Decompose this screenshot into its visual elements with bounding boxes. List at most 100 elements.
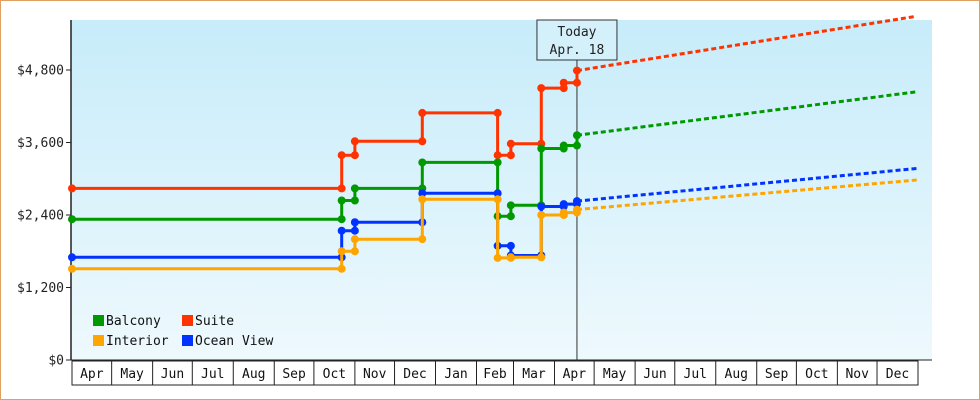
month-label: Mar bbox=[522, 367, 546, 382]
data-point bbox=[506, 253, 515, 262]
data-point bbox=[337, 264, 346, 273]
legend-swatch bbox=[93, 315, 104, 326]
series-layer bbox=[68, 14, 917, 273]
data-point bbox=[493, 151, 502, 160]
data-point bbox=[350, 137, 359, 146]
data-point bbox=[350, 218, 359, 227]
projection-line-interior bbox=[576, 178, 917, 212]
projection-line-balcony bbox=[576, 90, 917, 137]
data-point bbox=[68, 264, 76, 273]
y-tick-label: $4,800 bbox=[17, 64, 64, 79]
month-label: Apr bbox=[80, 367, 104, 382]
month-label: Jul bbox=[201, 367, 224, 382]
legend-swatch bbox=[182, 315, 193, 326]
month-label: May bbox=[120, 367, 144, 382]
data-point bbox=[572, 141, 581, 150]
data-point bbox=[337, 196, 346, 205]
data-point bbox=[418, 189, 427, 198]
data-point bbox=[418, 235, 427, 244]
month-label: Feb bbox=[483, 367, 507, 382]
data-point bbox=[350, 184, 359, 193]
data-point bbox=[350, 196, 359, 205]
y-tick-label: $3,600 bbox=[17, 136, 64, 151]
data-point bbox=[559, 141, 568, 150]
month-label: Apr bbox=[563, 367, 587, 382]
data-point bbox=[572, 205, 581, 214]
data-point bbox=[537, 211, 546, 219]
y-tick-label: $2,400 bbox=[17, 209, 64, 224]
legend-label: Interior bbox=[106, 334, 169, 349]
month-label: Sep bbox=[282, 367, 306, 382]
data-point bbox=[493, 158, 502, 167]
month-label: Oct bbox=[805, 367, 828, 382]
data-point bbox=[350, 247, 359, 256]
data-point bbox=[418, 108, 427, 117]
data-point bbox=[572, 78, 581, 87]
data-point bbox=[350, 226, 359, 235]
projection-line-suite bbox=[576, 14, 917, 73]
data-point bbox=[337, 215, 346, 224]
data-point bbox=[68, 215, 76, 224]
data-point bbox=[493, 189, 502, 198]
data-point bbox=[337, 184, 346, 193]
data-point bbox=[506, 151, 515, 160]
month-label: Jul bbox=[684, 367, 707, 382]
series-interior bbox=[68, 178, 917, 273]
data-point bbox=[537, 202, 546, 211]
month-label: Dec bbox=[886, 367, 909, 382]
data-point bbox=[418, 195, 427, 204]
data-point bbox=[350, 151, 359, 160]
data-point bbox=[68, 184, 76, 193]
data-point bbox=[537, 84, 546, 93]
data-point bbox=[418, 137, 427, 146]
data-point bbox=[506, 139, 515, 148]
legend: Balcony Suite Interior Ocean View bbox=[93, 314, 273, 349]
legend-label: Suite bbox=[195, 314, 234, 329]
data-point bbox=[506, 241, 515, 250]
legend-swatch bbox=[93, 335, 104, 346]
month-label: Jun bbox=[161, 367, 184, 382]
series-suite bbox=[68, 14, 917, 193]
legend-swatch bbox=[182, 335, 193, 346]
data-point bbox=[572, 131, 581, 140]
data-point bbox=[418, 158, 427, 167]
today-label: Today bbox=[557, 25, 596, 40]
data-point bbox=[337, 247, 346, 256]
month-label: Nov bbox=[845, 367, 869, 382]
data-point bbox=[493, 195, 502, 204]
data-point bbox=[493, 253, 502, 262]
month-label: Nov bbox=[363, 367, 387, 382]
data-point bbox=[506, 212, 515, 221]
legend-label: Ocean View bbox=[195, 334, 273, 349]
data-point bbox=[337, 226, 346, 235]
legend-label: Balcony bbox=[106, 314, 161, 329]
data-point bbox=[572, 197, 581, 206]
month-label: Aug bbox=[725, 367, 748, 382]
y-tick-label: $0 bbox=[48, 354, 64, 369]
data-point bbox=[559, 78, 568, 87]
data-point bbox=[493, 108, 502, 117]
data-point bbox=[506, 201, 515, 210]
data-point bbox=[572, 66, 581, 75]
data-point bbox=[350, 235, 359, 244]
month-axis-frame bbox=[71, 360, 919, 386]
month-label: May bbox=[603, 367, 627, 382]
y-tick-label: $1,200 bbox=[17, 281, 64, 296]
data-point bbox=[559, 200, 568, 209]
month-label: Jun bbox=[643, 367, 666, 382]
month-label: Aug bbox=[242, 367, 265, 382]
data-point bbox=[337, 151, 346, 160]
data-point bbox=[68, 253, 76, 262]
month-label: Oct bbox=[323, 367, 346, 382]
today-date: Apr. 18 bbox=[550, 43, 605, 58]
today-box bbox=[536, 19, 618, 61]
x-axis: Apr May Jun Jul Aug Sep Oct Nov Dec Jan Feb Mar Apr M… bbox=[71, 360, 919, 386]
y-axis: $0 $1,200 $2,400 $3,600 $4,800 bbox=[17, 20, 932, 369]
data-point bbox=[537, 144, 546, 153]
data-point bbox=[537, 253, 546, 262]
data-point bbox=[559, 208, 568, 217]
month-label: Dec bbox=[403, 367, 426, 382]
projection-line-ocean-view bbox=[576, 167, 917, 203]
month-label: Jan bbox=[444, 367, 467, 382]
